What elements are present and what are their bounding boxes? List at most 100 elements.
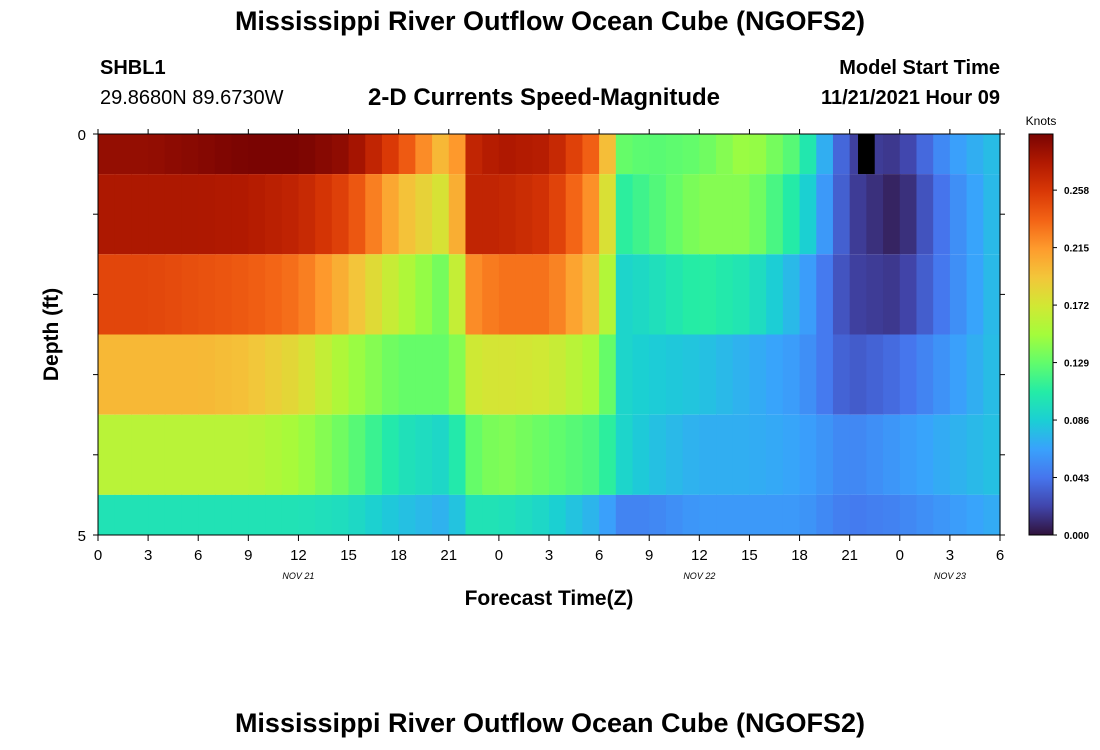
heatmap-cell (231, 494, 249, 535)
heatmap-cell (131, 134, 149, 175)
y-axis-title: Depth (ft) (40, 288, 63, 381)
heatmap-cell (398, 414, 416, 495)
heatmap-cell (448, 494, 467, 535)
heatmap-cell (365, 134, 383, 175)
y-tick-label: 5 (78, 528, 86, 545)
heatmap-cell (482, 254, 500, 335)
heatmap-cell (782, 334, 801, 415)
heatmap-cell (298, 334, 316, 415)
heatmap-cell (315, 334, 333, 415)
colorbar (1028, 133, 1054, 536)
heatmap-cell (582, 414, 600, 495)
heatmap-cell (682, 494, 700, 535)
heatmap-cell (214, 134, 233, 175)
heatmap-cell (482, 494, 500, 535)
x-tick-label: 9 (244, 547, 252, 564)
heatmap-cell (148, 174, 166, 255)
heatmap-cell (883, 174, 901, 255)
heatmap-cell (966, 414, 984, 495)
heatmap-cell (315, 494, 333, 535)
heatmap-cell (849, 414, 867, 495)
heatmap-cell (665, 334, 684, 415)
heatmap-cell (248, 254, 266, 335)
heatmap-cell (766, 334, 784, 415)
heatmap-cell (799, 174, 817, 255)
heatmap-cell (415, 414, 433, 495)
heatmap-cell (248, 414, 266, 495)
heatmap-cell (315, 134, 333, 175)
heatmap-cell (515, 254, 533, 335)
heatmap-cell (983, 254, 1001, 335)
heatmap-cell (966, 174, 984, 255)
heatmap-cell (832, 414, 851, 495)
heatmap-cell (198, 134, 216, 175)
heatmap-cell (716, 334, 734, 415)
heatmap-cell (131, 254, 149, 335)
heatmap-cell (782, 494, 801, 535)
heatmap-cell (131, 494, 149, 535)
heatmap-cell (849, 334, 867, 415)
heatmap-cell (716, 134, 734, 175)
heatmap-cell (699, 254, 717, 335)
heatmap-cell (782, 174, 801, 255)
heatmap-cell (549, 254, 567, 335)
heatmap-cell (448, 414, 467, 495)
heatmap-cell (565, 134, 583, 175)
heatmap-cell (281, 174, 300, 255)
heatmap-cell (866, 174, 884, 255)
heatmap-cell (331, 174, 350, 255)
heatmap-cell (164, 174, 183, 255)
heatmap-cell (348, 174, 366, 255)
colorbar-tick-label: 0.000 (1064, 531, 1089, 542)
heatmap-cell (348, 494, 366, 535)
heatmap-cell (766, 174, 784, 255)
heatmap-cell (582, 254, 600, 335)
x-tick-label: 15 (741, 547, 758, 564)
heatmap-cell (114, 254, 132, 335)
heatmap-cell (732, 254, 751, 335)
heatmap-cell (599, 494, 617, 535)
heatmap-cell (465, 414, 483, 495)
x-tick-label: 6 (194, 547, 202, 564)
heatmap-cell (866, 414, 884, 495)
heatmap-cell (432, 334, 450, 415)
station-coordinates: 29.8680N 89.6730W (100, 87, 284, 109)
heatmap-cell (348, 414, 366, 495)
heatmap-cell (498, 494, 517, 535)
heatmap-cell (933, 334, 951, 415)
x-tick-label: 0 (896, 547, 904, 564)
heatmap-cell (732, 414, 751, 495)
heatmap-cell (866, 494, 884, 535)
heatmap-cell (649, 414, 667, 495)
heatmap-cell (682, 414, 700, 495)
heatmap-cell (933, 174, 951, 255)
heatmap-cell (916, 414, 934, 495)
heatmap-cell (615, 134, 634, 175)
heatmap-cell (832, 134, 851, 175)
heatmap-cell (181, 254, 199, 335)
heatmap-cell (214, 494, 233, 535)
heatmap-cell (181, 174, 199, 255)
heatmap-cell (699, 134, 717, 175)
heatmap-cell (365, 334, 383, 415)
heatmap-cell (749, 174, 767, 255)
heatmap-cell (933, 494, 951, 535)
heatmap-cell (114, 414, 132, 495)
x-tick-label: 6 (996, 547, 1004, 564)
heatmap-cell (415, 334, 433, 415)
heatmap-cell (432, 254, 450, 335)
heatmap-cell (515, 494, 533, 535)
heatmap-cell (749, 334, 767, 415)
heatmap-cell (248, 494, 266, 535)
x-tick-label: 3 (144, 547, 152, 564)
heatmap-cell (732, 174, 751, 255)
heatmap-cell (883, 254, 901, 335)
heatmap-cell (114, 174, 132, 255)
heatmap-cell (298, 254, 316, 335)
heatmap-cell (582, 334, 600, 415)
heatmap-cell (883, 334, 901, 415)
heatmap-cell (933, 414, 951, 495)
heatmap-cell (98, 254, 116, 335)
heatmap-cell (465, 134, 483, 175)
heatmap-cell (766, 254, 784, 335)
